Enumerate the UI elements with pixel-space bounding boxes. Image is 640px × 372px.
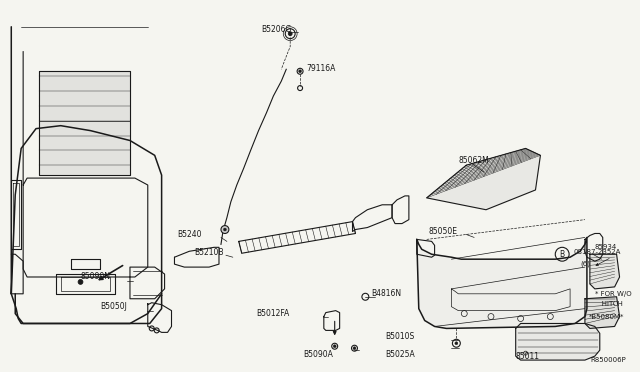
Text: B5025A: B5025A [385, 350, 415, 359]
Circle shape [353, 347, 356, 350]
Polygon shape [417, 237, 587, 328]
Circle shape [333, 345, 336, 348]
Polygon shape [585, 297, 620, 328]
Text: 85934: 85934 [595, 244, 617, 250]
Circle shape [455, 342, 458, 345]
Text: B: B [559, 250, 564, 259]
Text: HITCH: HITCH [595, 301, 623, 307]
Text: B5090A: B5090A [303, 350, 333, 359]
Text: B5010S: B5010S [385, 332, 414, 341]
Text: 85090N: 85090N [81, 273, 111, 282]
Text: 08187-2352A: 08187-2352A [573, 249, 620, 255]
Text: B5012FA: B5012FA [257, 309, 290, 318]
Text: 85011: 85011 [516, 352, 540, 360]
Text: B4816N: B4816N [371, 289, 401, 298]
Circle shape [78, 279, 83, 285]
Circle shape [221, 225, 229, 234]
Text: B5210B: B5210B [195, 248, 224, 257]
Polygon shape [427, 148, 540, 210]
Text: 79116A: 79116A [306, 64, 335, 73]
Text: R850006P: R850006P [591, 357, 627, 363]
Text: 85062M: 85062M [458, 156, 489, 165]
Polygon shape [516, 324, 600, 360]
Text: 85050E: 85050E [429, 227, 458, 236]
Text: B5206G: B5206G [262, 25, 292, 34]
Circle shape [299, 70, 301, 73]
Text: (6): (6) [580, 261, 590, 267]
Circle shape [288, 32, 292, 36]
Text: *B5080M*: *B5080M* [589, 314, 624, 320]
Circle shape [223, 228, 227, 231]
Text: B5050J: B5050J [100, 302, 127, 311]
Polygon shape [39, 71, 130, 175]
Text: * FOR W/O: * FOR W/O [595, 291, 632, 297]
Text: B5240: B5240 [177, 230, 202, 239]
Polygon shape [590, 254, 620, 289]
